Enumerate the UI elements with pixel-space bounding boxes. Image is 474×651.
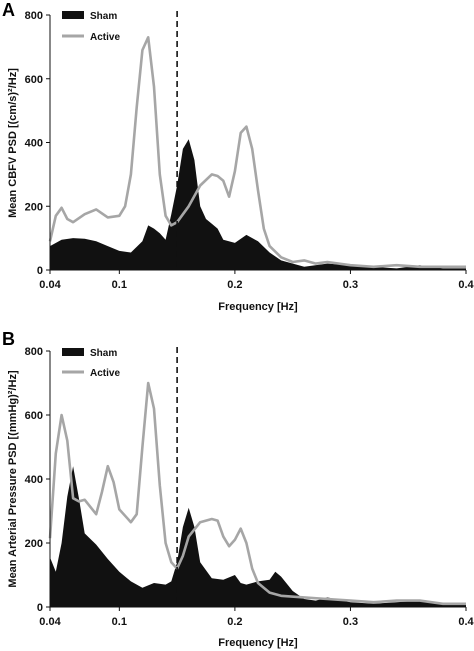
- panel-a-x-tick-label: 0.3: [343, 279, 358, 291]
- panel-b-plot-area: 0 200 400 600 800 0.04 0.1 0.2 0.3 0.4: [25, 346, 474, 628]
- panel-b-legend: Sham Active: [62, 348, 120, 379]
- panel-b-y-tick-label: 200: [25, 538, 43, 550]
- panel-a-legend-sham-swatch: [62, 11, 84, 19]
- panel-a-plot-area: 0 200 400 600 800 0.04 0.1 0.2 0.3 0.4: [25, 10, 474, 291]
- panel-b-y-tick-label: 600: [25, 410, 43, 422]
- panel-a-y-tick-label: 200: [25, 201, 43, 213]
- panel-b-x-tick-label: 0.2: [227, 616, 242, 628]
- panel-a-letter: A: [2, 0, 15, 20]
- panel-a-x-tick-label: 0.2: [227, 279, 242, 291]
- panel-b-y-tick-label: 0: [37, 602, 43, 614]
- panel-b-legend-active-label: Active: [90, 368, 120, 379]
- panel-b-series-sham-area: [50, 466, 466, 607]
- panel-a-x-tick-label: 0.1: [112, 279, 127, 291]
- panel-a-y-tick-label: 0: [37, 265, 43, 277]
- panel-a-legend-active-label: Active: [90, 32, 120, 43]
- panel-b-x-axis-label: Frequency [Hz]: [218, 637, 298, 649]
- panel-a-x-tick-label: 0.04: [39, 279, 61, 291]
- panel-a-legend-sham-label: Sham: [90, 11, 117, 22]
- panel-b-y-tick-label: 800: [25, 346, 43, 358]
- panel-a-y-axis-label: Mean CBFV PSD [(cm/s)²/Hz]: [7, 68, 19, 218]
- panel-b-y-axis-label: Mean Arterial Pressure PSD [(mmHg)²/Hz]: [7, 370, 19, 588]
- panel-b-chart: B 0 200 400 600 800 0.04 0.1 0.2 0.3 0.4 Frequenc…: [2, 329, 474, 649]
- panel-b-legend-sham-label: Sham: [90, 348, 117, 359]
- panel-b-x-tick-label: 0.04: [39, 616, 61, 628]
- panel-a-series-sham-area: [50, 139, 466, 270]
- panel-a-legend: Sham Active: [62, 11, 120, 43]
- panel-b-x-tick-label: 0.3: [343, 616, 358, 628]
- panel-a-series-active-line: [48, 36, 466, 269]
- panel-a-y-tick-label: 600: [25, 74, 43, 86]
- panel-a-x-tick-label: 0.4: [458, 279, 474, 291]
- panel-b-x-tick-label: 0.4: [458, 616, 474, 628]
- panel-a-x-axis-label: Frequency [Hz]: [218, 301, 298, 313]
- panel-b-x-tick-label: 0.1: [112, 616, 127, 628]
- panel-a-y-tick-label: 800: [25, 10, 43, 22]
- panel-b-series-active-line: [48, 381, 466, 606]
- panel-a-y-tick-label: 400: [25, 138, 43, 150]
- panel-b-legend-sham-swatch: [62, 348, 84, 356]
- panel-a-chart: A 0 200 400 600 800 0.04 0.1 0.2 0.3 0.4 Frequenc…: [2, 0, 474, 313]
- panel-b-y-tick-label: 400: [25, 474, 43, 486]
- panel-b-letter: B: [2, 329, 15, 349]
